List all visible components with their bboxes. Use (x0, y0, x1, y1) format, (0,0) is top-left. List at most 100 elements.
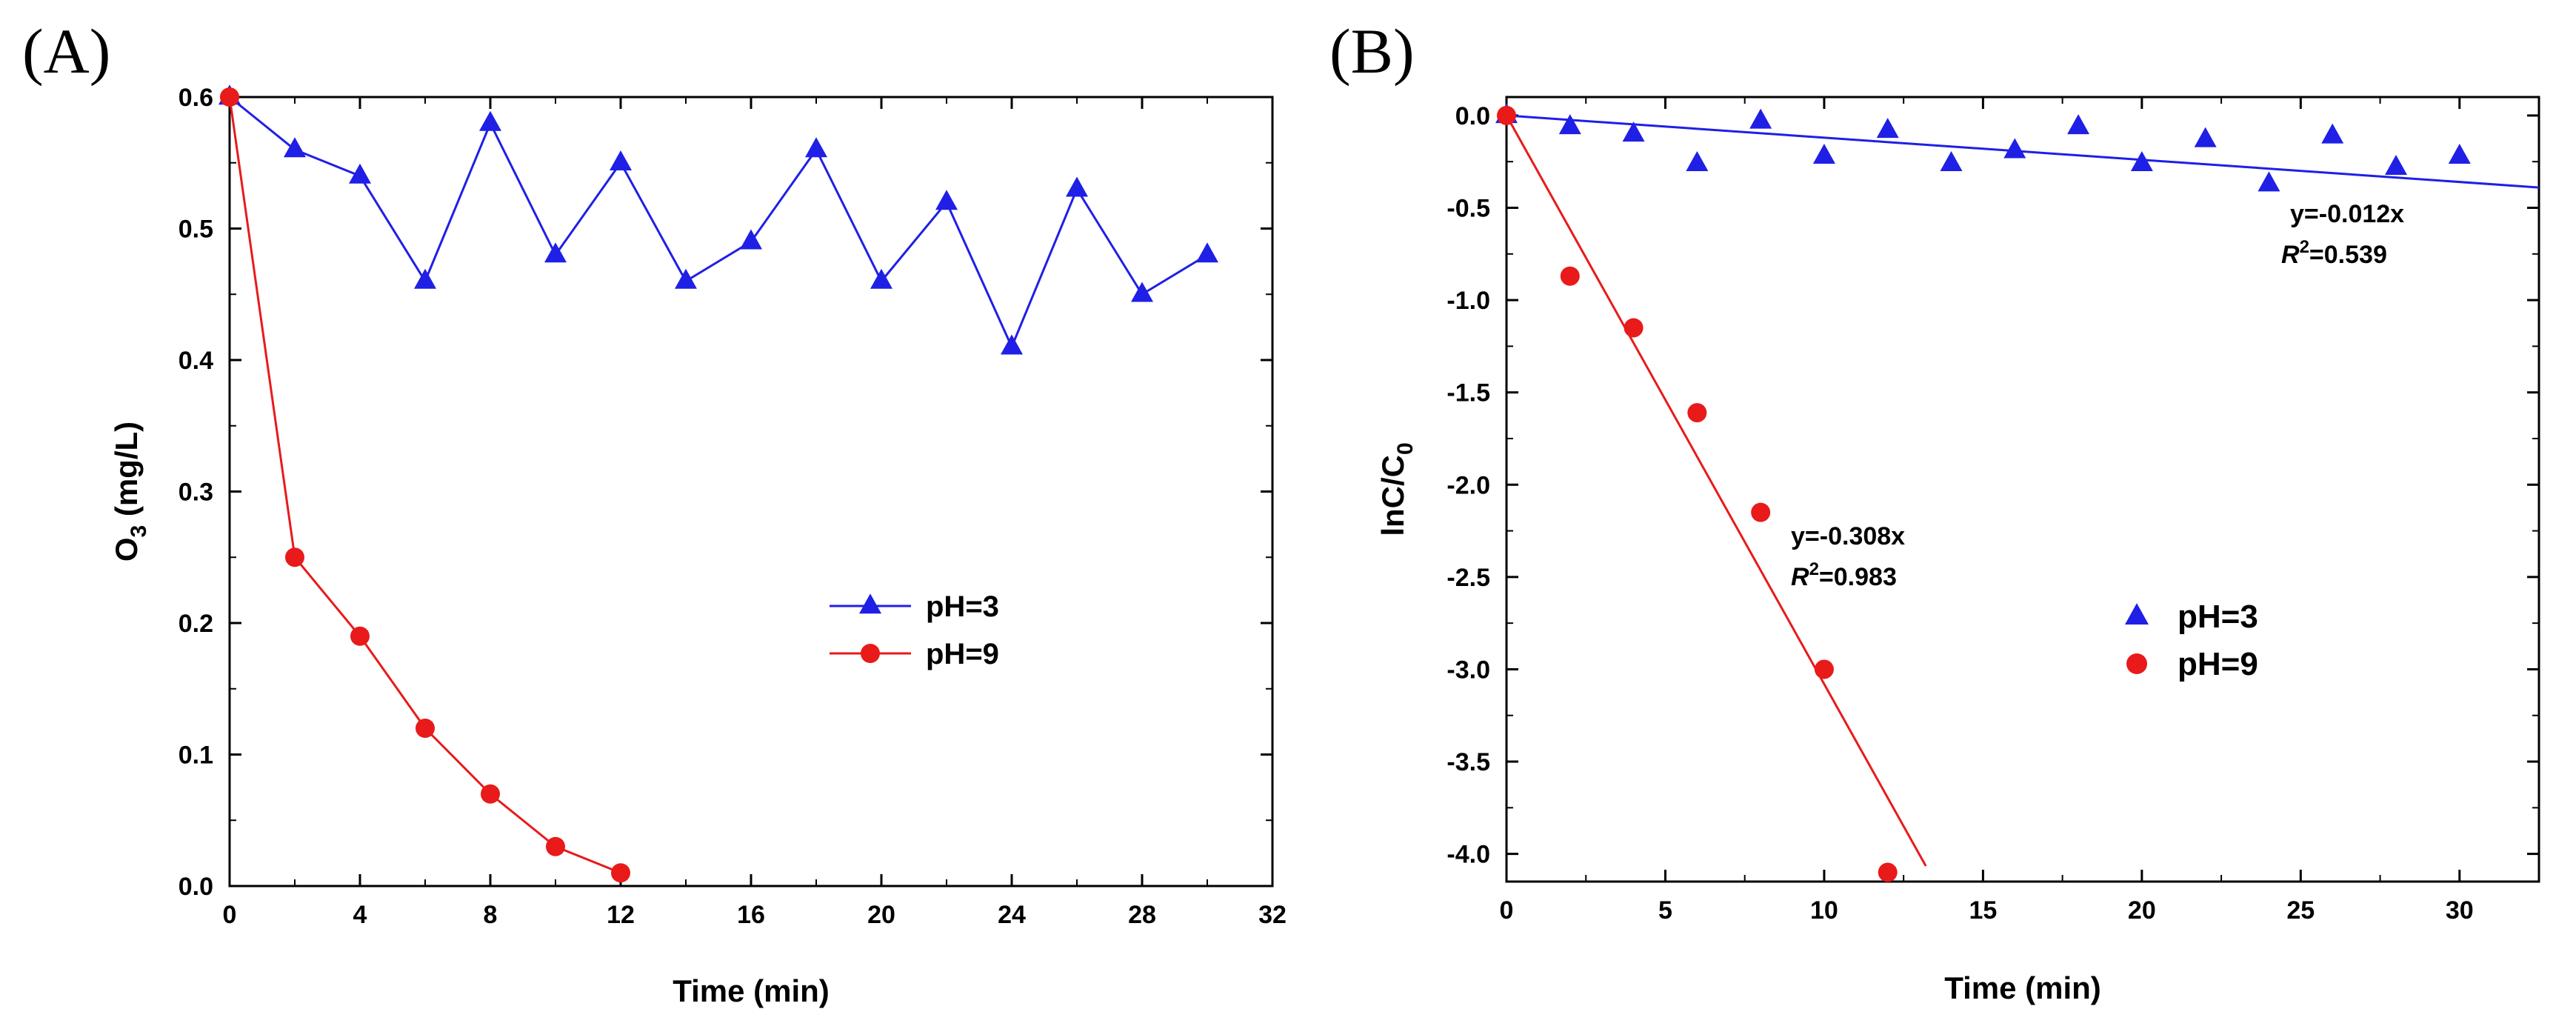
r2-symbol: R (2281, 241, 2300, 269)
y-tick-label: -2.5 (1447, 564, 1490, 592)
x-tick-label: 10 (1810, 896, 1838, 925)
series-ph9 (1497, 105, 1898, 882)
y-tick-label: 0.1 (178, 742, 213, 770)
series-line-ph9 (228, 96, 621, 874)
x-tick-label: 4 (353, 901, 367, 929)
data-point-ph3 (1622, 121, 1645, 142)
data-point-ph3 (2384, 154, 2407, 175)
legend-marker-ph3 (2125, 603, 2149, 625)
x-tick-label: 15 (1969, 896, 1997, 925)
data-point-ph3 (1558, 114, 1581, 135)
y-axis-title-main: lnC/C (1375, 455, 1410, 536)
r2-symbol: R (1791, 563, 1809, 591)
fit-equation-ph9: y=-0.308x (1791, 522, 1905, 550)
series-ph3 (218, 84, 1218, 355)
y-axis-title-sub: 0 (1393, 442, 1418, 455)
data-point-ph3 (2321, 123, 2344, 144)
data-point-ph9 (350, 626, 370, 646)
y-tick-label: 0.3 (178, 479, 213, 507)
data-point-ph9 (1497, 105, 1516, 125)
data-point-ph9 (1751, 502, 1771, 522)
y-tick-label: 0.5 (178, 216, 213, 244)
r2-value: =0.983 (1819, 563, 1897, 591)
data-point-ph3 (675, 268, 697, 289)
series-line-ph3 (229, 96, 1208, 350)
data-point-ph3 (2067, 114, 2090, 135)
data-point-ph3 (2258, 171, 2280, 192)
legend-label-ph9: pH=9 (2178, 646, 2258, 682)
data-point-ph9 (481, 784, 500, 804)
y-axis-title-rest: (mg/L) (109, 422, 144, 525)
data-point-ph3 (2003, 138, 2026, 159)
fit-r2-ph3: R2=0.539 (2281, 237, 2387, 269)
y-tick-label: -3.5 (1447, 748, 1490, 776)
fit-equation-ph3: y=-0.012x (2290, 200, 2404, 228)
data-point-ph9 (611, 863, 630, 883)
data-point-ph3 (414, 268, 436, 289)
data-point-ph9 (1878, 862, 1898, 882)
legend-marker-ph9 (2126, 653, 2147, 674)
y-tick-label: -4.0 (1447, 841, 1490, 869)
legend-label-ph3: pH=3 (2178, 599, 2258, 635)
legend-label-ph3: pH=3 (926, 590, 999, 623)
x-tick-label: 30 (2446, 896, 2474, 925)
y-axis-title-main: O (109, 537, 144, 562)
data-point-ph3 (1131, 282, 1153, 302)
y-tick-label: -1.5 (1447, 379, 1490, 407)
data-point-ph3 (805, 137, 827, 158)
x-tick-label: 12 (607, 901, 635, 929)
data-point-ph3 (1812, 143, 1835, 164)
panel-label: (B) (1329, 16, 1415, 87)
panel-label: (A) (22, 16, 110, 87)
panel-a: (A) 0 4 8 12 16 20 24 28 32 0.0 0.1 0.2 0.3 0.4 0.5 0.6 T… (22, 16, 1287, 1008)
legend-label-ph9: pH=9 (926, 638, 999, 670)
data-point-ph3 (740, 229, 762, 250)
y-tick-label: 0.0 (1455, 102, 1490, 130)
data-point-ph3 (2130, 150, 2153, 171)
legend: pH=3 pH=9 (830, 590, 999, 670)
y-tick-label: -0.5 (1447, 195, 1490, 223)
y-tick-label: 0.6 (178, 84, 213, 112)
fit-line-ph3 (1506, 114, 2540, 189)
x-tick-label: 5 (1658, 896, 1672, 925)
data-point-ph3 (1196, 242, 1218, 263)
data-point-ph3 (1686, 150, 1709, 171)
x-axis-title: Time (min) (1944, 970, 2101, 1005)
x-tick-label: 32 (1258, 901, 1287, 929)
data-point-ph3 (1876, 118, 1899, 139)
legend-marker-ph9 (861, 644, 880, 663)
data-point-ph3 (284, 137, 306, 158)
data-point-ph3 (935, 190, 958, 210)
data-point-ph3 (349, 163, 371, 184)
y-tick-label: 0.2 (178, 610, 213, 638)
y-tick-label: -2.0 (1447, 471, 1490, 499)
y-tick-label: 0.0 (178, 873, 213, 901)
x-tick-label: 0 (223, 901, 237, 929)
data-point-ph9 (1560, 266, 1580, 286)
x-tick-label: 24 (998, 901, 1026, 929)
data-point-ph3 (479, 110, 501, 131)
fit-line-ph9 (1505, 115, 1927, 867)
legend: pH=3 pH=9 (2125, 599, 2258, 682)
x-tick-label: 25 (2286, 896, 2315, 925)
r2-superscript: 2 (1809, 559, 1819, 579)
data-point-ph9 (546, 836, 565, 856)
y-axis-title-sub: 3 (127, 525, 151, 538)
data-point-ph9 (1687, 403, 1707, 423)
series-ph3 (1495, 103, 2471, 192)
data-point-ph3 (1001, 334, 1023, 355)
y-tick-label: -1.0 (1447, 287, 1490, 315)
x-tick-label: 20 (867, 901, 895, 929)
plot-frame (1505, 96, 2540, 883)
data-point-ph9 (416, 719, 435, 738)
data-point-ph3 (610, 150, 632, 171)
data-point-ph9 (220, 87, 239, 107)
panel-b: (B)0 5 10 15 20 25 300.0-0.5-1.0-1.5-2.0-2.5-3… (1329, 16, 2540, 1005)
r2-value: =0.539 (2309, 241, 2387, 269)
plot-frame (228, 96, 1274, 888)
y-tick-label: 0.4 (178, 347, 213, 375)
y-tick-label: -3.0 (1447, 656, 1490, 684)
data-point-ph9 (1814, 659, 1834, 679)
series-ph9 (220, 87, 630, 883)
